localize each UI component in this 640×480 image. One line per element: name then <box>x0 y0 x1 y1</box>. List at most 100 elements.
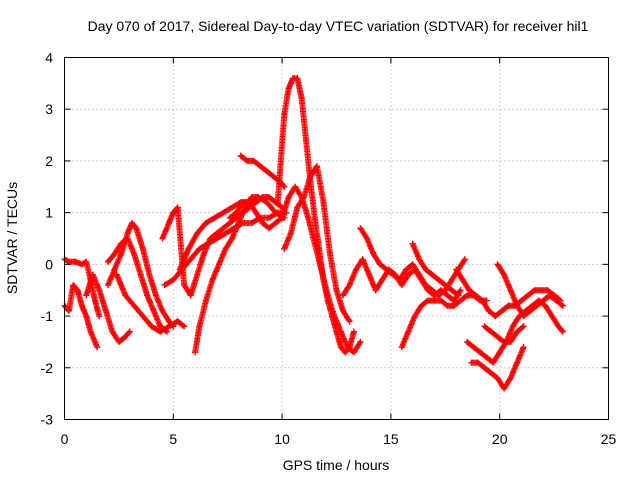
y-tick-label: -1 <box>41 308 54 324</box>
data-point <box>531 287 538 294</box>
data-point <box>494 261 501 268</box>
data-point <box>559 302 566 309</box>
data-point <box>226 219 233 226</box>
data-point <box>65 258 72 265</box>
data-point <box>215 261 222 268</box>
data-point <box>326 251 333 258</box>
data-point <box>272 219 279 226</box>
data-point <box>233 209 240 216</box>
y-tick-label: -2 <box>41 360 54 376</box>
data-point <box>148 323 155 330</box>
data-point <box>483 354 490 361</box>
data-point <box>294 204 301 211</box>
data-point <box>263 199 270 206</box>
data-point <box>416 256 423 263</box>
data-point <box>492 313 499 320</box>
data-point <box>229 235 236 242</box>
data-point <box>435 276 442 283</box>
data-point <box>555 323 562 330</box>
data-point <box>303 137 310 144</box>
series-track-23 <box>481 323 527 345</box>
data-point <box>472 292 479 299</box>
y-tick-label: -3 <box>41 412 54 428</box>
data-point <box>405 328 412 335</box>
data-point <box>451 302 458 309</box>
data-point <box>83 313 90 320</box>
data-point <box>105 282 112 289</box>
data-point <box>514 328 521 335</box>
data-point <box>78 261 85 268</box>
data-point <box>122 333 129 340</box>
data-point <box>133 225 140 232</box>
data-point <box>187 256 194 263</box>
data-point <box>505 302 512 309</box>
data-point <box>501 385 508 392</box>
data-point <box>157 323 164 330</box>
data-point <box>181 282 188 289</box>
data-point <box>431 297 438 304</box>
series-track-24 <box>494 261 566 320</box>
data-point <box>220 225 227 232</box>
data-point <box>509 323 516 330</box>
series-track-14 <box>279 183 364 356</box>
data-point <box>174 318 181 325</box>
data-point <box>411 313 418 320</box>
data-point <box>220 209 227 216</box>
data-point <box>242 204 249 211</box>
data-point <box>250 157 257 164</box>
data-point <box>346 318 353 325</box>
data-point <box>501 271 508 278</box>
data-point <box>257 163 264 170</box>
data-point <box>87 328 94 335</box>
series-track-12 <box>237 152 288 190</box>
data-point <box>479 297 486 304</box>
data-point <box>542 302 549 309</box>
data-point <box>118 240 125 247</box>
data-point <box>259 219 266 226</box>
data-point <box>281 111 288 118</box>
data-point <box>333 287 340 294</box>
data-point <box>437 297 444 304</box>
data-point <box>202 297 209 304</box>
data-point <box>298 95 305 102</box>
series-track-22 <box>468 344 527 392</box>
y-tick-label: 3 <box>45 101 53 117</box>
data-point <box>477 349 484 356</box>
data-point <box>74 287 81 294</box>
data-point <box>340 307 347 314</box>
data-point <box>461 256 468 263</box>
data-point <box>165 219 172 226</box>
data-point <box>102 307 109 314</box>
data-point <box>398 282 405 289</box>
series-track-3 <box>83 271 133 345</box>
data-point <box>457 297 464 304</box>
data-point <box>350 349 357 356</box>
data-point <box>451 297 458 304</box>
data-point <box>274 199 281 206</box>
data-point <box>124 230 131 237</box>
data-point <box>211 214 218 221</box>
data-point <box>196 245 203 252</box>
data-point <box>246 199 253 206</box>
axis-ticks <box>64 57 609 420</box>
data-point <box>194 271 201 278</box>
data-point <box>122 292 129 299</box>
data-point <box>266 194 273 201</box>
data-point <box>150 307 157 314</box>
data-point <box>340 292 347 299</box>
data-point <box>292 183 299 190</box>
series-track-19 <box>409 240 462 299</box>
data-point <box>518 297 525 304</box>
data-point <box>159 235 166 242</box>
data-point <box>237 152 244 159</box>
data-point <box>507 287 514 294</box>
data-point <box>281 183 288 190</box>
data-point <box>487 369 494 376</box>
data-point <box>383 266 390 273</box>
data-point <box>294 75 301 82</box>
data-point <box>176 266 183 273</box>
y-tick-labels: -3 -2 -1 0 1 2 3 4 <box>41 50 54 428</box>
x-tick-labels: 0 5 10 15 20 25 <box>61 431 617 447</box>
data-point <box>111 266 118 273</box>
